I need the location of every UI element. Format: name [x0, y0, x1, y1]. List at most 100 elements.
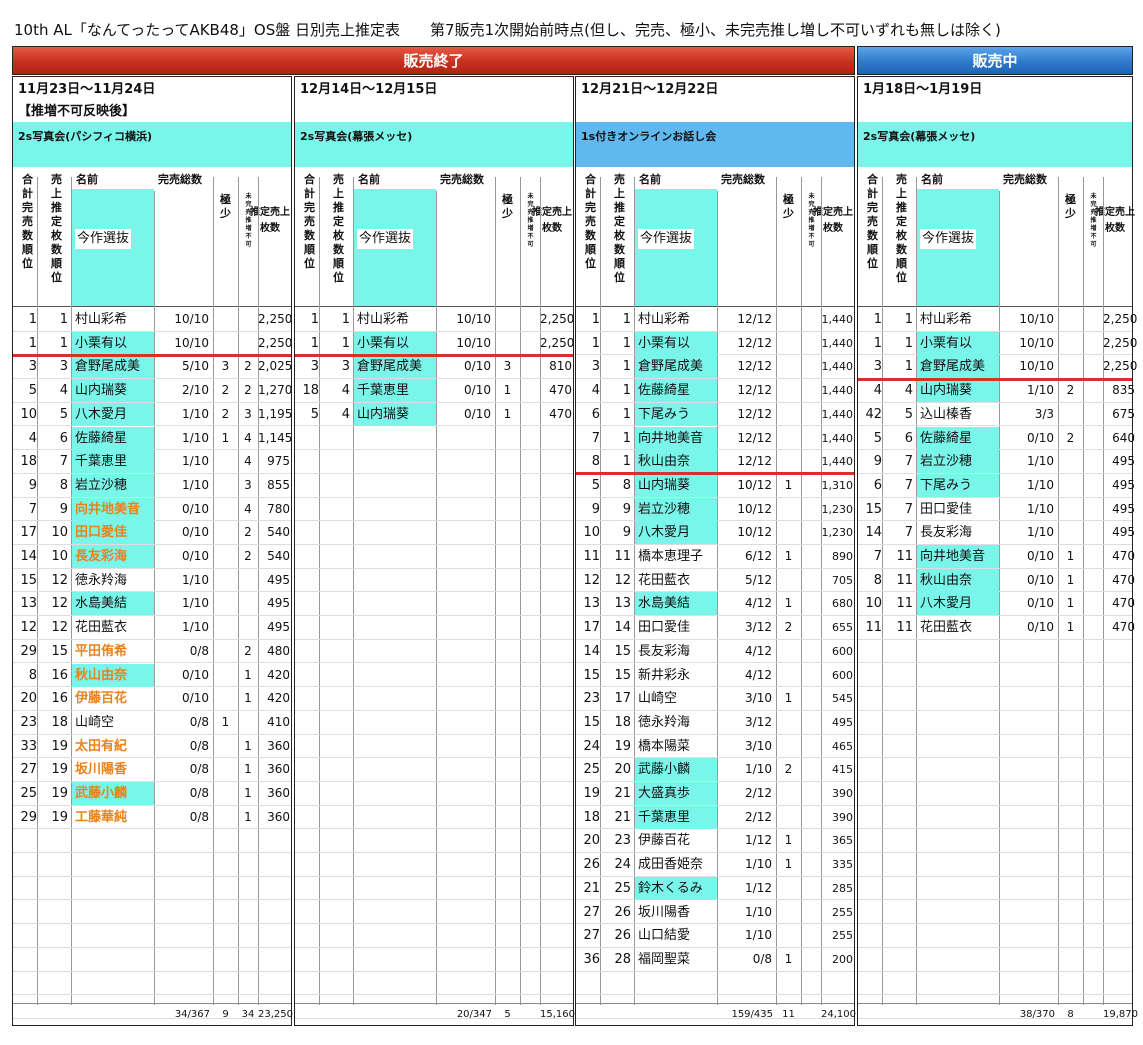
- column-divider: [1103, 177, 1104, 1005]
- member-name: 山崎空: [75, 714, 115, 730]
- misell-count: [801, 545, 821, 568]
- table-row: 20 23 伊藤百花 1/12 1 365: [576, 829, 854, 854]
- header-est-sales: 推定売上枚数: [1095, 207, 1135, 234]
- empty-row: [295, 521, 573, 545]
- empty-row: [295, 877, 573, 901]
- est-sales: 655: [832, 621, 853, 635]
- rank-est: 5: [904, 406, 913, 422]
- rank-est: 7: [59, 454, 68, 470]
- est-sales: 470: [549, 406, 572, 421]
- kyokusho-count: [776, 427, 801, 450]
- sold-count: 1/10: [182, 454, 209, 469]
- rank-est: 19: [51, 762, 68, 778]
- member-name: 坂川陽香: [638, 904, 691, 920]
- banner-on-sale: 販売中: [857, 46, 1133, 75]
- header-kyokusho: 極少: [220, 193, 231, 220]
- rank-total: 10: [865, 596, 882, 612]
- rank-total: 7: [591, 430, 600, 446]
- table-row: 18 4 千葉恵里 0/10 1 470: [295, 379, 573, 403]
- member-name: 小栗有以: [917, 331, 999, 355]
- rank-total: 3: [310, 359, 319, 375]
- table-row: 24 19 橋本陽菜 3/10 465: [576, 735, 854, 759]
- rank-est: 1: [904, 359, 913, 375]
- member-name: 下尾みう: [917, 473, 999, 497]
- rank-total: 15: [865, 501, 882, 517]
- rank-est: 15: [51, 643, 68, 659]
- rank-total: 6: [591, 406, 600, 422]
- column-divider: [520, 177, 521, 1005]
- total-kyokusho: 11: [782, 1009, 795, 1020]
- est-sales: 1,440: [821, 455, 854, 469]
- member-name: 小栗有以: [72, 331, 154, 355]
- table-row: 7 11 向井地美音 0/10 1 470: [858, 545, 1135, 569]
- rank-est: 19: [51, 786, 68, 801]
- empty-row: [295, 592, 573, 617]
- member-name: 工藤華純: [75, 809, 128, 825]
- sold-count: 0/8: [189, 762, 209, 777]
- header-misell: 未完売推増不可: [245, 193, 252, 248]
- est-sales: 465: [832, 739, 853, 753]
- cutoff-line: [295, 353, 573, 357]
- kyokusho-count: [776, 901, 801, 924]
- table-row: 19 21 大盛真歩 2/12 390: [576, 782, 854, 806]
- empty-row: [295, 616, 573, 640]
- rank-total: 9: [28, 477, 37, 493]
- banner-sales-ended: 販売終了: [12, 46, 855, 75]
- misell-count: [801, 806, 821, 829]
- rank-est: 12: [51, 620, 68, 636]
- table-row: 5 8 山内瑞葵 10/12 1 1,310: [576, 473, 854, 498]
- est-sales: 470: [1112, 620, 1135, 635]
- cutoff-line: [576, 472, 854, 476]
- sold-count: 2/10: [182, 383, 209, 398]
- rank-est: 5: [59, 406, 68, 422]
- table-row: 11 11 花田藍衣 0/10 1 470: [858, 616, 1135, 640]
- kyokusho-count: [1058, 355, 1083, 378]
- table-row: 1 1 小栗有以 12/12 1,440: [576, 331, 854, 356]
- sold-count: 10/10: [1019, 359, 1054, 374]
- est-sales: 495: [832, 715, 853, 729]
- misell-count: 3: [244, 477, 252, 492]
- table-row: 4 1 佐藤綺星 12/12 1,440: [576, 379, 854, 403]
- kyokusho-count: [213, 474, 238, 497]
- header-name: 名前: [358, 173, 380, 186]
- empty-row: [295, 972, 573, 996]
- rank-total: 7: [873, 549, 882, 564]
- member-name: 岩立沙穂: [72, 473, 154, 497]
- est-sales: 1,230: [821, 526, 854, 540]
- rank-total: 10: [583, 525, 600, 541]
- est-sales: 470: [1112, 572, 1135, 587]
- empty-row: [858, 687, 1132, 711]
- misell-count: [801, 948, 821, 971]
- est-sales: 890: [832, 550, 853, 563]
- rank-total: 15: [20, 572, 37, 588]
- kyokusho-count: [776, 450, 801, 473]
- rank-total: 18: [583, 809, 600, 825]
- sold-count: 3/10: [745, 691, 772, 706]
- member-name: 福岡聖菜: [638, 951, 691, 967]
- kyokusho-count: 3: [503, 359, 512, 374]
- table-row: 7 9 向井地美音 0/10 4 780: [13, 497, 291, 522]
- misell-count: [238, 308, 258, 331]
- misell-count: [1083, 450, 1103, 473]
- empty-row: [295, 948, 573, 972]
- table-row: 5 4 山内瑞葵 0/10 1 470: [295, 402, 573, 427]
- rank-est: 6: [904, 430, 913, 446]
- rank-est: 9: [622, 501, 631, 517]
- table-row: 17 14 田口愛佳 3/12 2 655: [576, 616, 854, 640]
- rank-total: 4: [28, 430, 37, 446]
- table-row: 9 9 岩立沙穂 10/12 1,230: [576, 497, 854, 522]
- misell-count: [1083, 545, 1103, 568]
- est-sales: 2,250: [258, 335, 293, 350]
- est-sales: 810: [549, 359, 572, 374]
- kyokusho-count: 2: [221, 406, 230, 421]
- table-row: 29 19 工藤華純 0/8 1 360: [13, 806, 291, 830]
- member-name: 大盛真歩: [635, 782, 717, 805]
- sold-count: 0/10: [1027, 430, 1054, 445]
- header-rank-est: 売上推定枚数順位: [51, 173, 62, 284]
- sold-count: 3/12: [745, 714, 772, 729]
- misell-count: [1083, 379, 1103, 402]
- empty-row: [295, 427, 573, 451]
- est-sales: 600: [832, 668, 853, 682]
- misell-count: [801, 521, 821, 544]
- misell-count: [520, 355, 540, 378]
